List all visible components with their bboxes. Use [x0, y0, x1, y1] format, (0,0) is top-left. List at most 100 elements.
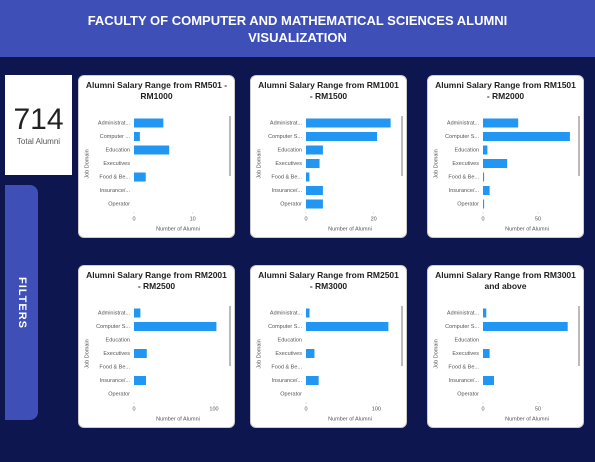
scrollbar — [578, 116, 580, 176]
chart-card: Alumni Salary Range from RM2501 - RM3000… — [250, 265, 407, 428]
chart: Job Domain Number of Alumni 0 10 Administrat… — [84, 116, 231, 232]
y-tick-label: Insurance/... — [449, 378, 480, 384]
y-tick-label: Education — [278, 147, 302, 153]
header-title: FACULTY OF COMPUTER AND MATHEMATICAL SCI… — [87, 12, 508, 45]
bar — [134, 322, 217, 331]
y-axis-title: Job Domain — [433, 339, 439, 368]
y-axis-title: Job Domain — [433, 149, 439, 178]
chart-card: Alumni Salary Range from RM501 - RM1000 J… — [78, 75, 235, 238]
bar — [483, 349, 490, 358]
filters-label[interactable]: FILTERS — [15, 276, 28, 329]
y-tick-label: Administrat... — [270, 310, 303, 316]
x-tick-label: 50 — [535, 406, 541, 412]
bar — [483, 118, 519, 128]
chart-title: Alumni Salary Range from RM2001 - RM2500 — [86, 270, 227, 291]
x-axis-title: Number of Alumni — [156, 416, 200, 422]
x-axis-title: Number of Alumni — [328, 416, 372, 422]
bar — [306, 132, 378, 141]
chart-card: Alumni Salary Range from RM1001 - RM1500… — [250, 75, 407, 238]
y-tick-label: Executives — [452, 351, 479, 357]
chart: Job Domain Number of Alumni 0 100 Administra… — [84, 306, 231, 422]
bar — [306, 145, 323, 155]
y-axis-title: Job Domain — [256, 149, 262, 178]
y-tick-label: Insurance/... — [449, 188, 480, 194]
chart-card: Alumni Salary Range from RM3001 and abov… — [427, 265, 584, 428]
y-tick-label: Food & Be... — [271, 364, 302, 370]
y-tick-label: Food & Be... — [99, 364, 130, 370]
x-tick-label: 10 — [190, 216, 196, 222]
x-tick-label: 0 — [132, 406, 135, 412]
y-tick-label: Operator — [280, 201, 302, 207]
chart-title: Alumni Salary Range from RM2501 - RM3000 — [258, 270, 399, 291]
y-tick-label: Executives — [275, 161, 302, 167]
chart-card: Alumni Salary Range from RM1501 - RM2000… — [427, 75, 584, 238]
scrollbar — [229, 306, 231, 366]
y-tick-label: Administrat... — [270, 120, 303, 126]
y-tick-label: Executives — [103, 161, 130, 167]
bar — [483, 159, 508, 168]
bar — [134, 132, 140, 141]
chart-title: Alumni Salary Range from RM1501 - RM2000 — [435, 80, 576, 101]
y-tick-label: Insurance/... — [100, 378, 131, 384]
chart: Job Domain Number of Alumni 0 20 Administrat… — [256, 116, 403, 232]
scrollbar — [401, 116, 403, 176]
bar — [483, 199, 485, 209]
kpi-value: 714 — [13, 103, 64, 136]
bar — [306, 308, 310, 318]
y-tick-label: Insurance/... — [272, 378, 303, 384]
bar — [483, 186, 490, 195]
y-axis-title: Job Domain — [84, 339, 90, 368]
y-tick-label: Computer S... — [268, 134, 302, 140]
x-tick-label: 0 — [304, 406, 307, 412]
y-tick-label: Computer S... — [445, 324, 479, 330]
bar — [306, 376, 319, 385]
x-axis-title: Number of Alumni — [328, 226, 372, 232]
y-tick-label: Insurance/... — [272, 188, 303, 194]
y-tick-label: Operator — [108, 391, 130, 397]
y-tick-label: Administrat... — [447, 120, 480, 126]
bar — [306, 349, 315, 358]
y-tick-label: Administrat... — [98, 310, 131, 316]
chart-title: Alumni Salary Range from RM3001 and abov… — [435, 270, 576, 291]
y-tick-label: Education — [106, 337, 130, 343]
y-tick-label: Administrat... — [98, 120, 131, 126]
x-tick-label: 100 — [372, 406, 381, 412]
chart: Job Domain Number of Alumni 0 50 Administrat… — [433, 116, 580, 232]
bar — [483, 322, 568, 331]
y-tick-label: Food & Be... — [271, 174, 302, 180]
y-tick-label: Computer ... — [100, 134, 131, 140]
bar — [483, 145, 488, 155]
y-axis-title: Job Domain — [84, 149, 90, 178]
bar — [134, 145, 170, 155]
bar — [134, 308, 141, 318]
chart: Job Domain Number of Alumni 0 50 Administrat… — [433, 306, 580, 422]
x-tick-label: 20 — [371, 216, 377, 222]
bar — [306, 199, 323, 209]
bar — [306, 159, 320, 168]
filters-tab[interactable]: FILTERS — [5, 185, 38, 420]
kpi-label: Total Alumni — [16, 137, 61, 146]
scrollbar — [229, 116, 231, 176]
x-tick-label: 100 — [209, 406, 218, 412]
y-axis-title: Job Domain — [256, 339, 262, 368]
bar — [306, 322, 389, 331]
bar — [306, 186, 323, 195]
x-tick-label: 50 — [535, 216, 541, 222]
x-tick-label: 0 — [304, 216, 307, 222]
y-tick-label: Computer S... — [268, 324, 302, 330]
bar — [134, 118, 164, 128]
bar — [134, 349, 147, 358]
y-tick-label: Operator — [457, 201, 479, 207]
y-tick-label: Administrat... — [447, 310, 480, 316]
header: FACULTY OF COMPUTER AND MATHEMATICAL SCI… — [0, 0, 595, 57]
y-tick-label: Food & Be... — [448, 174, 479, 180]
y-tick-label: Operator — [280, 391, 302, 397]
bar — [483, 132, 570, 141]
x-axis-title: Number of Alumni — [505, 416, 549, 422]
y-tick-label: Food & Be... — [448, 364, 479, 370]
bar — [483, 172, 485, 182]
bar — [483, 376, 494, 385]
x-axis-title: Number of Alumni — [505, 226, 549, 232]
kpi-card: 714 Total Alumni — [5, 75, 72, 175]
y-tick-label: Operator — [457, 391, 479, 397]
